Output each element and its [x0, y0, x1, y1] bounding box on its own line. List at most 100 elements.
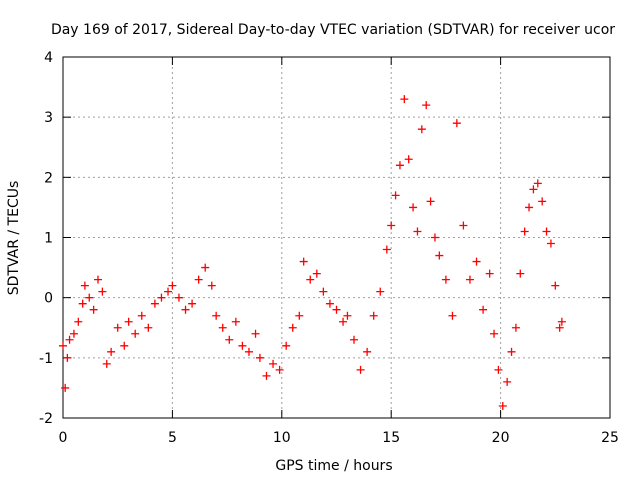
- data-point: [207, 281, 216, 290]
- data-point: [516, 269, 525, 278]
- chart-title: Day 169 of 2017, Sidereal Day-to-day VTE…: [51, 22, 615, 38]
- data-point: [69, 329, 78, 338]
- data-point: [174, 293, 183, 302]
- data-point: [363, 347, 372, 356]
- data-point: [498, 401, 507, 410]
- data-points: [59, 95, 566, 410]
- data-point: [472, 257, 481, 266]
- data-point: [426, 197, 435, 206]
- data-point: [157, 293, 166, 302]
- data-point: [391, 191, 400, 200]
- y-tick-label: 2: [44, 170, 53, 186]
- y-axis-label: SDTVAR / TECUs: [6, 181, 22, 296]
- x-tick-label: 0: [59, 430, 68, 446]
- data-point: [251, 329, 260, 338]
- data-point: [181, 305, 190, 314]
- data-point: [80, 281, 89, 290]
- data-point: [65, 335, 74, 344]
- data-point: [409, 203, 418, 212]
- data-point: [113, 323, 122, 332]
- data-point: [395, 161, 404, 170]
- data-point: [299, 257, 308, 266]
- y-tick-label: 3: [44, 110, 53, 126]
- data-point: [465, 275, 474, 284]
- x-tick-label: 25: [601, 430, 619, 446]
- data-point: [325, 299, 334, 308]
- data-point: [61, 383, 70, 392]
- data-point: [212, 311, 221, 320]
- data-point: [194, 275, 203, 284]
- data-point: [306, 275, 315, 284]
- data-point: [350, 335, 359, 344]
- data-point: [74, 317, 83, 326]
- data-point: [369, 311, 378, 320]
- data-point: [164, 287, 173, 296]
- data-point: [231, 317, 240, 326]
- plot-frame: [62, 56, 611, 419]
- data-point: [557, 317, 566, 326]
- y-tick-label: 4: [44, 50, 53, 66]
- x-tick-label: 20: [492, 430, 510, 446]
- data-point: [124, 317, 133, 326]
- data-point: [89, 305, 98, 314]
- y-tick-label: 0: [44, 291, 53, 307]
- axis-ticks: [62, 56, 611, 419]
- data-point: [319, 287, 328, 296]
- data-point: [343, 311, 352, 320]
- data-point: [459, 221, 468, 230]
- data-point: [435, 251, 444, 260]
- data-point: [295, 311, 304, 320]
- data-point: [422, 101, 431, 110]
- tick-labels: 0 5 10 15 20 25 -2 -1 0 1 2 3 4: [39, 50, 619, 446]
- data-point: [494, 365, 503, 374]
- data-point: [78, 299, 87, 308]
- x-tick-label: 15: [382, 430, 400, 446]
- data-point: [542, 227, 551, 236]
- data-point: [511, 323, 520, 332]
- data-point: [404, 155, 413, 164]
- data-point: [238, 341, 247, 350]
- data-point: [525, 203, 534, 212]
- x-tick-label: 10: [273, 430, 291, 446]
- data-point: [551, 281, 560, 290]
- data-point: [441, 275, 450, 284]
- y-tick-label: 1: [44, 231, 53, 247]
- data-point: [59, 341, 67, 350]
- data-point: [131, 329, 140, 338]
- data-point: [312, 269, 321, 278]
- data-point: [188, 299, 197, 308]
- data-point: [225, 335, 234, 344]
- data-point: [269, 359, 278, 368]
- data-point: [417, 125, 426, 134]
- data-point: [150, 299, 159, 308]
- data-point: [288, 323, 297, 332]
- data-point: [533, 179, 542, 188]
- data-point: [400, 95, 409, 104]
- data-point: [376, 287, 385, 296]
- data-point: [262, 371, 271, 380]
- data-point: [120, 341, 129, 350]
- data-point: [538, 197, 547, 206]
- data-point: [529, 185, 538, 194]
- data-point: [244, 347, 253, 356]
- data-point: [485, 269, 494, 278]
- grid-lines: [63, 57, 610, 418]
- data-point: [332, 305, 341, 314]
- data-point: [102, 359, 111, 368]
- y-tick-label: -1: [39, 351, 53, 367]
- data-point: [98, 287, 107, 296]
- data-point: [430, 233, 439, 242]
- data-point: [448, 311, 457, 320]
- data-point: [452, 119, 461, 128]
- data-point: [137, 311, 146, 320]
- data-point: [490, 329, 499, 338]
- y-tick-label: -2: [39, 411, 53, 427]
- data-point: [201, 263, 210, 272]
- data-point: [507, 347, 516, 356]
- data-point: [503, 377, 512, 386]
- data-point: [168, 281, 177, 290]
- data-point: [255, 353, 264, 362]
- data-point: [413, 227, 422, 236]
- data-point: [218, 323, 227, 332]
